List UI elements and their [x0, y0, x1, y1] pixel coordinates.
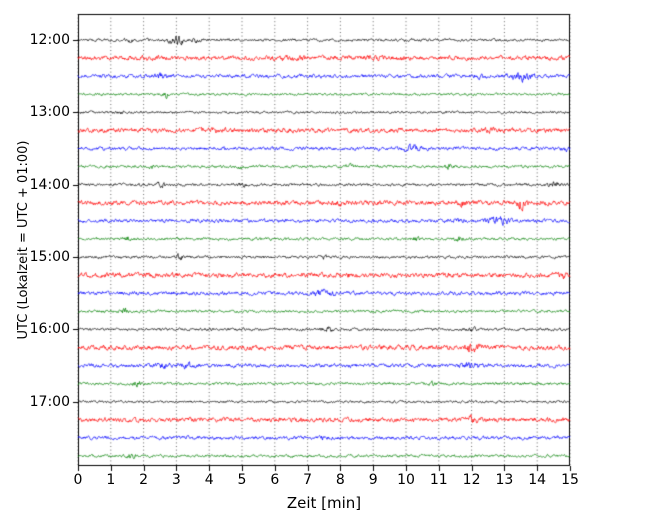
x-tick-label: 6: [270, 472, 280, 488]
x-tick-label: 1: [106, 472, 116, 488]
y-tick-label: 15:00: [29, 249, 70, 266]
y-axis-label: UTC (Lokalzeit = UTC + 01:00): [16, 140, 31, 340]
x-tick-label: 0: [73, 472, 83, 488]
x-tick-label: 14: [528, 472, 547, 488]
x-tick-label: 10: [397, 472, 415, 488]
x-tick-label: 12: [462, 472, 481, 488]
x-tick-label: 3: [171, 472, 181, 488]
x-tick-label: 9: [368, 472, 378, 488]
y-tick-label: 13:00: [29, 104, 70, 121]
x-tick-label: 7: [303, 472, 313, 488]
y-tick-label: 14:00: [29, 176, 70, 193]
y-tick-label: 12:00: [29, 32, 70, 48]
x-tick-label: 11: [429, 472, 448, 488]
x-axis-label: Zeit [min]: [286, 494, 362, 512]
x-tick-label: 13: [495, 472, 514, 488]
y-tick-label: 16:00: [29, 321, 70, 338]
x-tick-label: 15: [561, 472, 579, 488]
x-tick-label: 5: [237, 472, 247, 488]
x-tick-label: 4: [204, 472, 214, 488]
x-tick-label: 8: [335, 472, 345, 488]
x-tick-label: 2: [139, 472, 149, 488]
y-tick-label: 17:00: [29, 393, 70, 410]
